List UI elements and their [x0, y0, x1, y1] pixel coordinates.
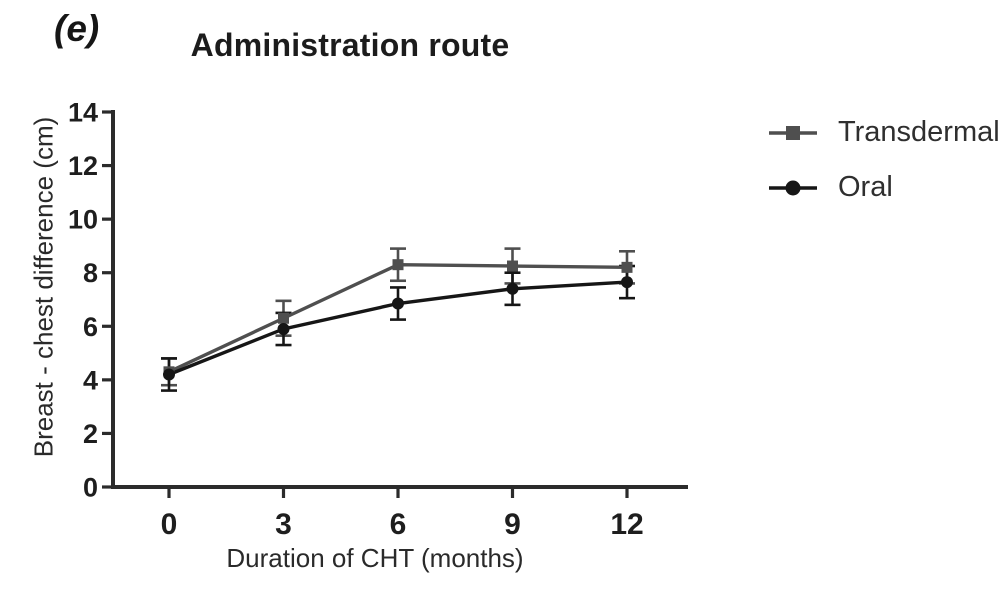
- legend-marker-transdermal-icon: [769, 125, 817, 140]
- y-tick-label: 10: [68, 205, 98, 235]
- legend-row-oral: Oral: [768, 171, 1000, 204]
- legend-label-oral: Oral: [838, 171, 893, 203]
- legend-marker-oral-icon: [769, 180, 817, 195]
- data-point-transdermal: [392, 259, 404, 271]
- data-point-transdermal: [507, 260, 518, 272]
- y-tick-label: 8: [83, 258, 98, 288]
- x-tick-label: 9: [504, 508, 521, 541]
- data-point-oral: [392, 297, 404, 310]
- data-point-oral: [506, 282, 519, 295]
- data-point-transdermal: [278, 312, 289, 324]
- data-point-oral: [163, 368, 175, 381]
- y-tick-label: 14: [68, 98, 98, 128]
- y-axis-title: Breast - chest difference (cm): [28, 116, 59, 458]
- legend: Transdermal Oral: [768, 116, 1000, 204]
- y-tick-label: 6: [83, 312, 98, 342]
- data-point-oral: [277, 322, 290, 335]
- x-tick-label: 6: [390, 508, 407, 541]
- panel-label: (e): [54, 8, 100, 49]
- y-tick-label: 0: [83, 473, 98, 503]
- data-point-transdermal: [621, 261, 633, 273]
- x-tick-label: 3: [275, 508, 292, 541]
- legend-row-transdermal: Transdermal: [768, 116, 1000, 149]
- x-tick-label: 12: [610, 508, 643, 541]
- legend-label-transdermal: Transdermal: [838, 116, 1000, 148]
- x-tick-label: 0: [161, 508, 178, 541]
- x-axis-title: Duration of CHT (months): [226, 543, 524, 573]
- y-tick-label: 4: [83, 365, 98, 395]
- y-tick-label: 12: [68, 151, 98, 181]
- chart-title: Administration route: [190, 27, 510, 63]
- y-tick-label: 2: [83, 419, 98, 449]
- data-point-oral: [621, 276, 633, 289]
